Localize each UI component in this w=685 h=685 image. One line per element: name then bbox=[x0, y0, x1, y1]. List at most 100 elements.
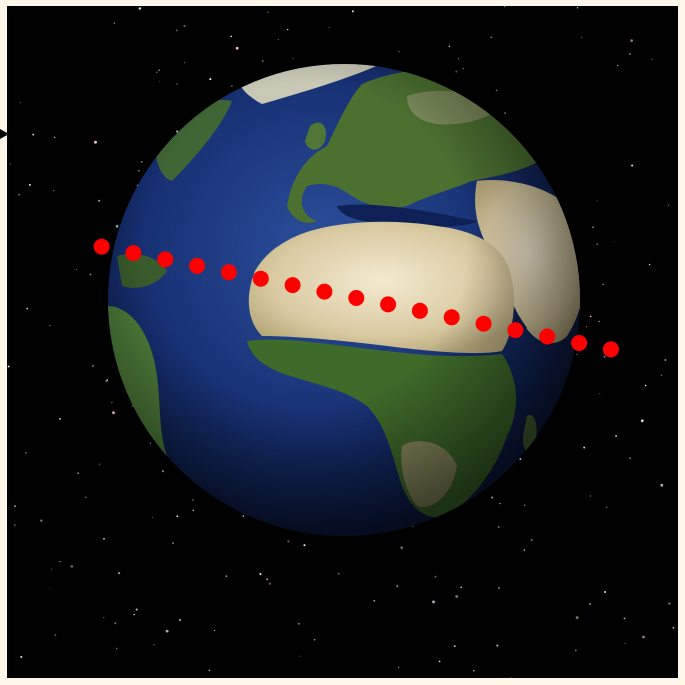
star bbox=[292, 57, 294, 59]
star bbox=[576, 353, 578, 356]
star bbox=[396, 585, 399, 588]
star bbox=[214, 629, 216, 632]
star bbox=[94, 140, 97, 144]
star bbox=[462, 67, 464, 70]
star bbox=[158, 69, 160, 71]
star bbox=[398, 51, 400, 53]
star bbox=[504, 6, 506, 8]
star bbox=[605, 506, 608, 509]
star bbox=[14, 505, 16, 507]
star bbox=[176, 515, 179, 518]
arrow-right-icon bbox=[0, 129, 9, 139]
track-points bbox=[93, 238, 619, 358]
star bbox=[602, 283, 604, 285]
star bbox=[98, 199, 101, 202]
star bbox=[586, 326, 588, 328]
star bbox=[192, 499, 194, 501]
star bbox=[75, 268, 77, 270]
star bbox=[49, 588, 51, 590]
track-point bbox=[571, 335, 588, 351]
star bbox=[49, 324, 51, 327]
star bbox=[576, 7, 579, 9]
star bbox=[111, 401, 113, 403]
star bbox=[398, 666, 400, 668]
star bbox=[28, 183, 31, 186]
star bbox=[115, 647, 118, 650]
star bbox=[178, 619, 182, 622]
star bbox=[77, 472, 79, 474]
star bbox=[287, 540, 290, 543]
star bbox=[159, 80, 161, 82]
star bbox=[261, 60, 264, 62]
star bbox=[629, 457, 631, 459]
star bbox=[19, 102, 21, 104]
star bbox=[664, 359, 667, 361]
star bbox=[25, 452, 27, 454]
star bbox=[51, 568, 53, 570]
star bbox=[617, 64, 619, 67]
track-point bbox=[252, 270, 269, 287]
star bbox=[135, 608, 138, 611]
star bbox=[89, 273, 92, 276]
star bbox=[133, 613, 135, 616]
star bbox=[54, 634, 57, 636]
track-point bbox=[125, 245, 142, 261]
star bbox=[70, 565, 74, 568]
star bbox=[589, 315, 592, 318]
star bbox=[458, 58, 460, 60]
star bbox=[589, 495, 591, 497]
star bbox=[286, 28, 289, 31]
star bbox=[20, 655, 23, 658]
star bbox=[267, 11, 269, 13]
star bbox=[604, 591, 607, 593]
star bbox=[192, 509, 195, 512]
track-point bbox=[475, 315, 492, 332]
star bbox=[7, 365, 10, 368]
track-point bbox=[348, 290, 365, 306]
star bbox=[448, 45, 451, 47]
star bbox=[225, 575, 228, 578]
star bbox=[208, 669, 211, 672]
track-point bbox=[539, 328, 556, 345]
star bbox=[644, 384, 647, 387]
star bbox=[40, 519, 43, 522]
star bbox=[530, 538, 533, 542]
star bbox=[230, 35, 233, 38]
star bbox=[519, 458, 522, 461]
star bbox=[235, 46, 239, 50]
star bbox=[153, 644, 155, 646]
star bbox=[596, 243, 598, 246]
star bbox=[149, 442, 152, 444]
star bbox=[105, 379, 108, 382]
star bbox=[603, 355, 606, 358]
track-point bbox=[380, 296, 397, 313]
star bbox=[297, 622, 300, 625]
star bbox=[98, 463, 101, 466]
star bbox=[338, 573, 340, 575]
track-point bbox=[411, 302, 428, 319]
star bbox=[32, 133, 35, 136]
star bbox=[175, 29, 178, 32]
star bbox=[156, 71, 158, 74]
star bbox=[496, 644, 499, 647]
star bbox=[523, 504, 526, 507]
star bbox=[113, 22, 116, 25]
star bbox=[473, 670, 475, 672]
star bbox=[172, 542, 174, 544]
star bbox=[277, 38, 279, 41]
star bbox=[624, 642, 626, 645]
star bbox=[18, 193, 21, 196]
star bbox=[176, 83, 178, 85]
star bbox=[490, 36, 493, 39]
star bbox=[112, 411, 115, 415]
star bbox=[118, 572, 121, 575]
star bbox=[651, 58, 653, 60]
star bbox=[438, 660, 441, 663]
star bbox=[598, 320, 600, 323]
star bbox=[231, 85, 233, 87]
star bbox=[176, 130, 179, 133]
star bbox=[660, 483, 664, 487]
star bbox=[183, 61, 186, 64]
star bbox=[266, 578, 269, 581]
